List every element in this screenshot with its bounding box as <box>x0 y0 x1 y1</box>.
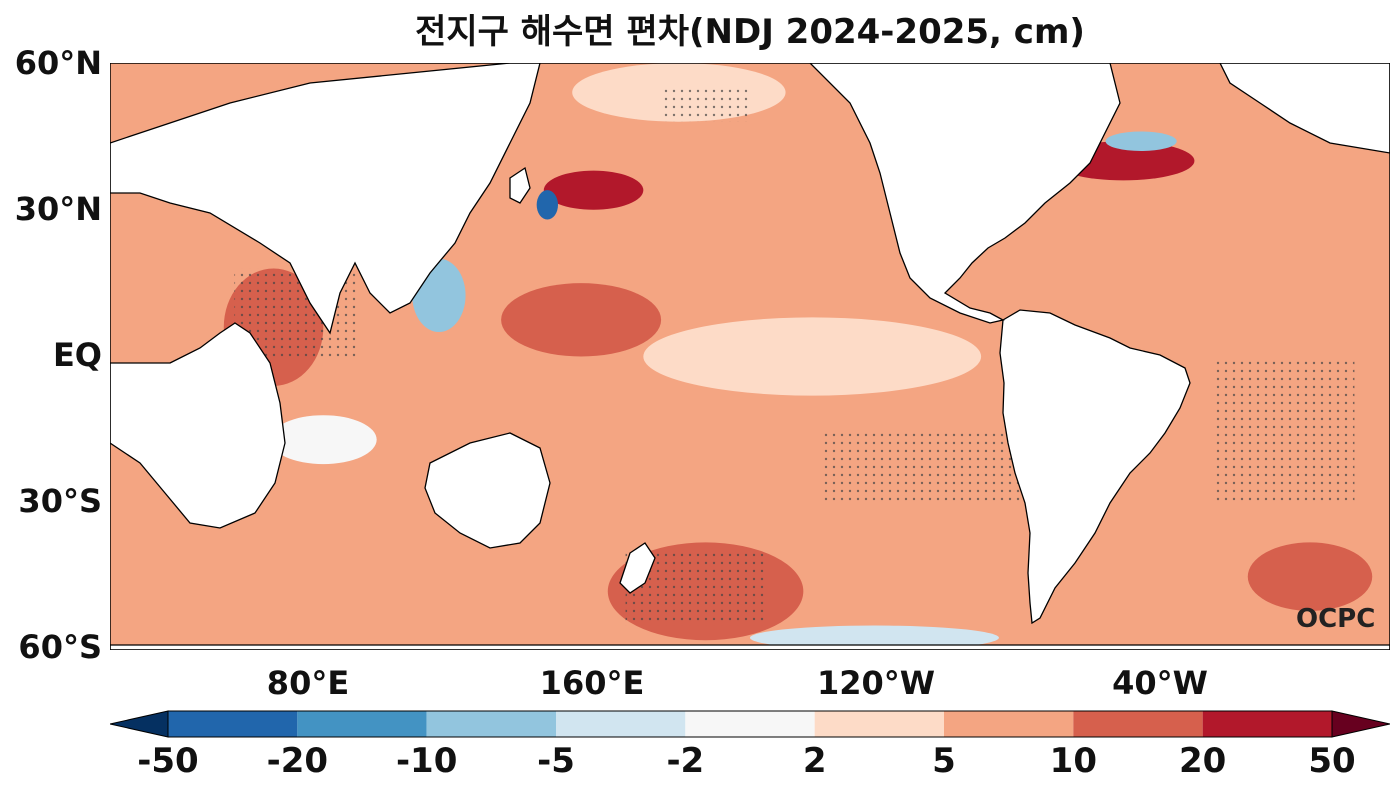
land-africa <box>110 322 286 529</box>
land-eurasia <box>110 63 541 335</box>
anomaly-kuroshio-negative-eddy <box>536 190 558 220</box>
colorbar-label: 10 <box>1049 741 1097 781</box>
colorbar-segment <box>814 711 944 737</box>
ocpc-watermark: OCPC <box>1296 604 1376 634</box>
x-tick-40w: 40°W <box>1112 664 1208 702</box>
anomaly-western-pacific-high <box>501 283 662 357</box>
land-japan <box>509 166 531 204</box>
colorbar-label: 5 <box>932 741 956 781</box>
y-tick-30n: 30°N <box>14 190 102 228</box>
colorbar-extend-low <box>110 710 169 738</box>
land-antarctica-edge <box>110 644 1390 650</box>
stipple-north-pacific-stipple <box>661 87 750 122</box>
colorbar-label: -50 <box>137 741 199 781</box>
y-tick-60s: 60°S <box>18 628 102 666</box>
x-tick-160e: 160°E <box>539 664 645 702</box>
stipple-south-atlantic-stipple <box>1212 356 1355 504</box>
land-north-america <box>809 63 1121 324</box>
y-tick-60n: 60°N <box>14 44 102 82</box>
stipple-southeast-pacific-stipple <box>821 429 1035 504</box>
y-tick-eq: EQ <box>52 336 102 374</box>
colorbar-label: -5 <box>537 741 575 781</box>
anomaly-kuroshio-extension-high <box>543 170 644 210</box>
colorbar-label: -10 <box>395 741 458 781</box>
colorbar <box>110 710 1390 738</box>
stippled-regions <box>234 87 1355 626</box>
land-masses <box>110 63 1390 650</box>
colorbar-segment <box>168 711 298 737</box>
anomaly-central-pacific-weak-band <box>643 317 982 396</box>
land-australia <box>424 432 551 549</box>
colorbar-segment <box>685 711 815 737</box>
chart-title: 전지구 해수면 편차(NDJ 2024-2025, cm) <box>415 12 1085 52</box>
sea-level-anomaly-map <box>110 63 1390 650</box>
anomaly-gulf-stream-negative <box>1105 131 1177 152</box>
colorbar-segments <box>110 710 1390 738</box>
colorbar-label: -20 <box>266 741 329 781</box>
land-new-zealand <box>619 542 656 594</box>
anomaly-south-atlantic-high <box>1247 542 1373 611</box>
colorbar-segment <box>1073 711 1203 737</box>
anomaly-southern-ocean-negative <box>750 625 999 650</box>
colorbar-segment <box>426 711 556 737</box>
x-tick-120w: 120°W <box>816 664 936 702</box>
colorbar-segment <box>944 711 1074 737</box>
x-tick-80e: 80°E <box>266 664 350 702</box>
colorbar-label: 50 <box>1308 741 1356 781</box>
colorbar-label: 2 <box>802 741 827 781</box>
land-south-america <box>999 309 1191 625</box>
colorbar-segment <box>297 711 427 737</box>
y-tick-30s: 30°S <box>18 482 102 520</box>
colorbar-label: -2 <box>666 741 705 781</box>
colorbar-extend-high <box>1331 710 1390 738</box>
colorbar-segment <box>1202 711 1332 737</box>
colorbar-frame <box>167 710 1333 738</box>
anomaly-arabian-sea-weak-band <box>270 415 377 465</box>
land-greenland-europe <box>1219 63 1390 154</box>
colorbar-label: 20 <box>1178 741 1227 781</box>
colorbar-segment <box>556 711 686 737</box>
